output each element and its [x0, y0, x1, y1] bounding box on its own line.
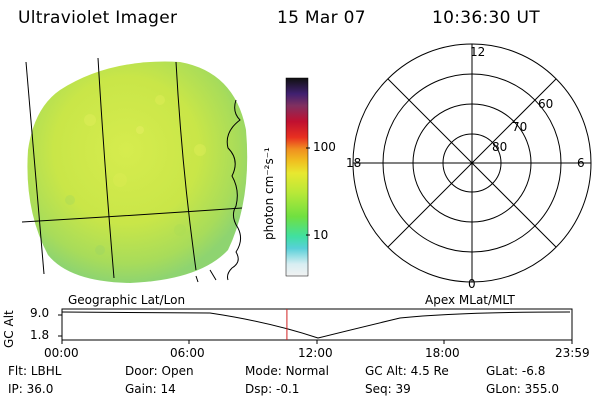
mlt-label-18: 18	[346, 156, 362, 170]
mlat-label-60: 60	[538, 97, 554, 111]
time-label: 10:36:30 UT	[432, 8, 540, 28]
x-tick-1800: 18:00	[425, 346, 460, 360]
stat-door: Door: Open	[125, 364, 194, 378]
stat-glat: GLat: -6.8	[486, 364, 546, 378]
coastline-trace	[195, 99, 242, 283]
mlat-label-70: 70	[512, 120, 528, 134]
gc-alt-axis-label: GC Alt	[2, 310, 16, 348]
stat-dsp: Dsp: -0.1	[245, 382, 300, 396]
date-label: 15 Mar 07	[277, 8, 366, 28]
stat-glon: GLon: 355.0	[486, 382, 559, 396]
mlat-mlt-dial	[352, 43, 592, 283]
colorbar-tick-100: 100	[313, 140, 336, 154]
mlt-label-0: 0	[468, 277, 476, 291]
colorbar-tick-10: 10	[313, 228, 329, 242]
apex-title: Apex MLat/MLT	[425, 293, 515, 307]
x-tick-2359: 23:59	[555, 346, 590, 360]
x-tick-1200: 12:00	[298, 346, 333, 360]
stat-flt: Flt: LBHL	[8, 364, 62, 378]
stat-gain: Gain: 14	[125, 382, 176, 396]
timeline-plot	[58, 308, 573, 344]
colorbar-unit-label: photon cm⁻²s⁻¹	[262, 147, 276, 240]
stat-gc-alt: GC Alt: 4.5 Re	[365, 364, 449, 378]
mlat-label-80: 80	[492, 140, 508, 154]
mlt-label-6: 6	[577, 156, 585, 170]
stat-mode: Mode: Normal	[245, 364, 329, 378]
x-tick-0000: 00:00	[44, 346, 79, 360]
geographic-grid	[21, 57, 243, 279]
y-tick-9: 9.0	[30, 306, 50, 320]
geographic-title: Geographic Lat/Lon	[68, 293, 186, 307]
x-tick-0600: 06:00	[170, 346, 205, 360]
colorbar	[285, 77, 309, 277]
uv-image-disk	[27, 61, 248, 283]
y-tick-1-8: 1.8	[30, 328, 50, 342]
mlt-label-12: 12	[470, 45, 486, 59]
stat-ip: IP: 36.0	[8, 382, 54, 396]
app-title: Ultraviolet Imager	[18, 8, 178, 28]
stat-seq: Seq: 39	[365, 382, 411, 396]
